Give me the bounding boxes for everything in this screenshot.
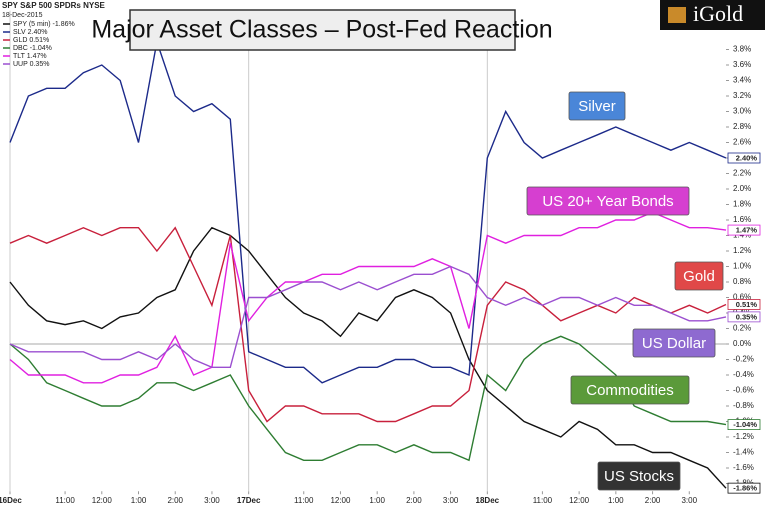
- x-tick-label: 12:00: [92, 496, 113, 505]
- y-tick-label: -0.4%: [733, 370, 754, 379]
- legend-label: SPY (5 min) -1.86%: [13, 21, 75, 28]
- x-tick-label: 18Dec: [476, 496, 500, 505]
- logo: iGold: [693, 1, 743, 26]
- x-tick-label: 17Dec: [237, 496, 261, 505]
- x-tick-label: 1:00: [608, 496, 624, 505]
- annotation: US Dollar: [642, 335, 706, 352]
- x-tick-label: 11:00: [533, 496, 553, 505]
- y-tick-label: 1.6%: [733, 215, 751, 224]
- y-tick-label: -1.4%: [733, 448, 754, 457]
- x-tick-label: 1:00: [369, 496, 385, 505]
- end-label: 1.47%: [736, 226, 758, 235]
- series-line: [9, 226, 727, 489]
- y-tick-label: 3.2%: [733, 91, 751, 100]
- chart-title: Major Asset Classes – Post-Fed Reaction: [91, 16, 552, 44]
- y-tick-label: 2.8%: [733, 122, 751, 131]
- annotation-box: [570, 375, 690, 405]
- x-tick-label: 2:00: [167, 496, 183, 505]
- end-label-box: [727, 311, 761, 323]
- y-tick-label: 1.0%: [733, 262, 751, 271]
- y-tick-label: -0.6%: [733, 386, 754, 395]
- annotation: Gold: [683, 268, 715, 285]
- end-label: 2.40%: [736, 153, 758, 162]
- end-label-box: [727, 299, 761, 310]
- series-line: [9, 265, 727, 368]
- x-tick-label: 11:00: [55, 496, 75, 505]
- annotation-box: [674, 261, 724, 291]
- series-line: [9, 211, 727, 384]
- y-tick-label: 3.0%: [733, 107, 751, 116]
- x-tick-label: 3:00: [681, 496, 697, 505]
- y-tick-label: 0.6%: [733, 293, 751, 302]
- annotation-box: [568, 91, 626, 121]
- title-box: [129, 9, 516, 51]
- annotation: US 20+ Year Bonds: [542, 193, 673, 210]
- annotation-box: [597, 461, 681, 491]
- x-tick-label: 12:00: [569, 496, 590, 505]
- series-line: [9, 335, 727, 462]
- y-tick-label: 2.2%: [733, 169, 751, 178]
- x-tick-label: 3:00: [204, 496, 220, 505]
- end-label-box: [727, 152, 761, 164]
- header: SPY S&P 500 SPDRs NYSE: [2, 1, 106, 10]
- end-label-box: [727, 419, 761, 431]
- x-tick-label: 1:00: [131, 496, 147, 505]
- y-tick-label: 1.2%: [733, 246, 751, 255]
- legend-label: SLV 2.40%: [13, 29, 48, 36]
- y-tick-label: 3.4%: [733, 76, 751, 85]
- legend-label: TLT 1.47%: [13, 53, 47, 60]
- end-label-box: [727, 224, 761, 236]
- y-tick-label: 0.8%: [733, 277, 751, 286]
- y-tick-label: 1.8%: [733, 200, 751, 209]
- x-tick-label: 3:00: [443, 496, 459, 505]
- y-tick-label: 2.0%: [733, 184, 751, 193]
- end-label-box: [727, 482, 761, 494]
- annotation: US Stocks: [604, 468, 674, 485]
- annotation-box: [526, 186, 690, 216]
- legend-label: UUP 0.35%: [13, 61, 49, 68]
- y-tick-label: 0.2%: [733, 324, 751, 333]
- x-tick-label: 2:00: [645, 496, 661, 505]
- y-tick-label: -1.6%: [733, 463, 754, 472]
- y-tick-label: 0.0%: [733, 339, 751, 348]
- y-tick-label: -1.2%: [733, 432, 754, 441]
- x-tick-label: 12:00: [330, 496, 351, 505]
- end-label: -1.04%: [733, 420, 757, 429]
- series-line: [9, 39, 727, 384]
- end-label: 0.35%: [736, 312, 758, 321]
- x-tick-label: 2:00: [406, 496, 422, 505]
- y-tick-label: 3.6%: [733, 60, 751, 69]
- date: 18-Dec-2015: [2, 12, 43, 19]
- x-tick-label: 16Dec: [0, 496, 22, 505]
- y-tick-label: -0.8%: [733, 401, 754, 410]
- x-tick-label: 11:00: [294, 496, 314, 505]
- annotation-box: [632, 328, 716, 358]
- legend-label: DBC -1.04%: [13, 45, 52, 52]
- legend-label: GLD 0.51%: [13, 37, 49, 44]
- y-tick-label: 2.6%: [733, 138, 751, 147]
- logo-icon: [668, 7, 686, 23]
- series-line: [9, 226, 727, 423]
- y-tick-label: -0.2%: [733, 355, 754, 364]
- end-label: -1.86%: [733, 484, 757, 493]
- end-label: 0.51%: [736, 300, 758, 309]
- y-tick-label: 3.8%: [733, 45, 751, 54]
- annotation: Silver: [578, 98, 616, 115]
- annotation: Commodities: [586, 382, 674, 399]
